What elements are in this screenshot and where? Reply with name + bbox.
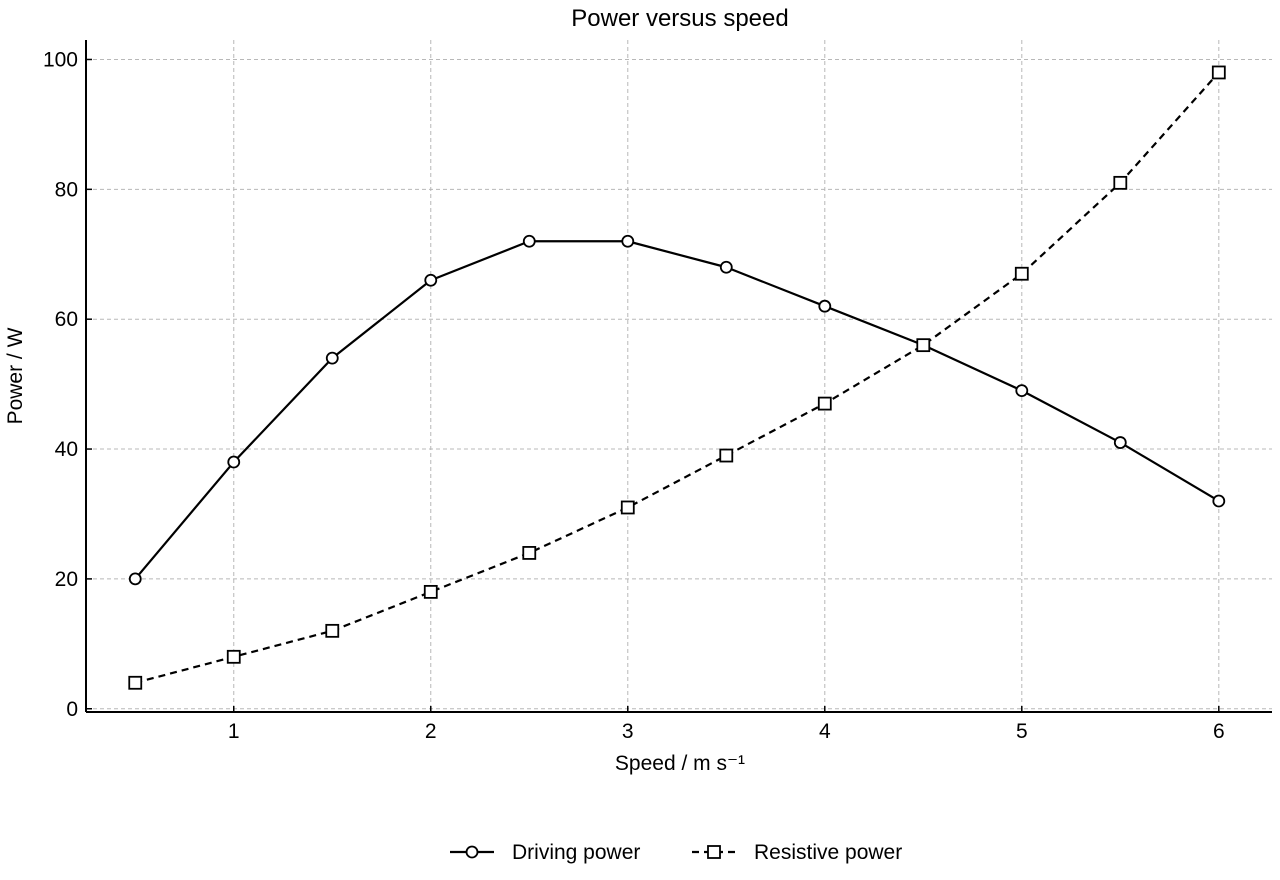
driving-power-point — [1015, 384, 1029, 398]
y-tick-label: 40 — [55, 438, 78, 461]
y-tick-label: 100 — [43, 48, 78, 71]
legend: Driving power Resistive power — [450, 841, 902, 864]
legend-swatch-marker — [707, 845, 721, 859]
driving-power-point — [1113, 436, 1127, 449]
y-tick-label: 20 — [55, 568, 78, 591]
driving-power-line — [134, 240, 1220, 580]
driving-power-point — [128, 572, 142, 586]
driving-power-point — [325, 351, 339, 365]
x-axis-label: Speed / m s⁻¹ — [615, 752, 745, 775]
driving-power-point — [621, 234, 635, 248]
driving-power-point — [719, 260, 733, 274]
resistive-power-point — [719, 448, 734, 463]
axes-layer — [85, 40, 1272, 713]
x-tick-label: 6 — [1213, 720, 1225, 743]
driving-power-series — [128, 234, 1226, 586]
y-tick-label: 60 — [55, 308, 78, 331]
legend-item-driving-power: Driving power — [450, 841, 640, 864]
series-layer — [128, 65, 1226, 690]
resistive-power-point — [522, 546, 537, 560]
x-tick-label: 5 — [1016, 720, 1028, 743]
x-tick-label: 4 — [819, 720, 831, 743]
resistive-power-line — [134, 71, 1220, 684]
driving-power-point — [818, 299, 832, 313]
resistive-power-point — [817, 396, 832, 411]
resistive-power-point — [1211, 65, 1226, 80]
resistive-power-point — [1113, 175, 1128, 190]
resistive-power-point — [620, 500, 635, 515]
driving-power-point — [424, 273, 438, 287]
legend-label: Driving power — [512, 841, 640, 864]
resistive-power-point — [325, 623, 340, 638]
driving-power-point — [522, 234, 536, 248]
chart-title: Power versus speed — [571, 5, 788, 32]
x-tick-label: 2 — [425, 720, 437, 743]
resistive-power-point — [128, 675, 143, 690]
legend-item-resistive-power: Resistive power — [692, 841, 902, 864]
legend-swatch-marker — [465, 845, 479, 859]
resistive-power-point — [226, 649, 241, 664]
driving-power-point — [227, 455, 241, 469]
resistive-power-series — [128, 65, 1226, 690]
driving-power-point — [1212, 494, 1226, 508]
y-tick-label: 0 — [66, 698, 78, 721]
x-tick-label: 1 — [228, 720, 240, 743]
resistive-power-point — [1014, 266, 1029, 281]
resistive-power-point — [916, 338, 931, 353]
x-tick-label: 3 — [622, 720, 634, 743]
grid-layer — [86, 40, 1272, 712]
y-axis-label: Power / W — [4, 327, 27, 424]
y-tick-label: 80 — [55, 178, 78, 201]
legend-label: Resistive power — [754, 841, 902, 864]
resistive-power-point — [423, 584, 438, 599]
